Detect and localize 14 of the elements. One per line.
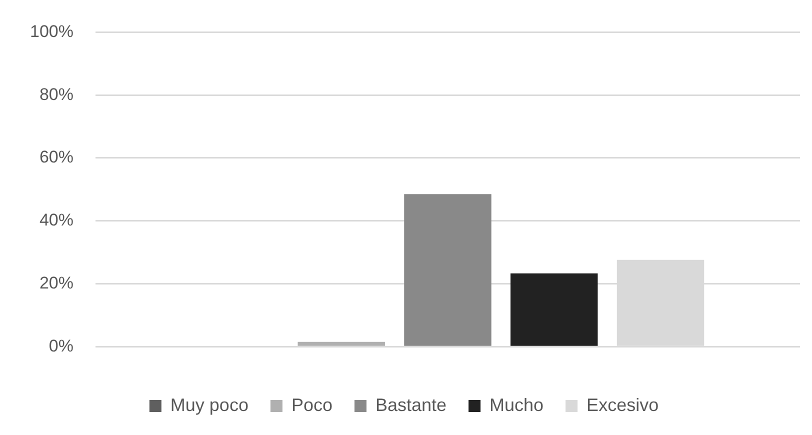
y-tick-label: 0%	[48, 336, 74, 356]
y-tick-label: 40%	[39, 210, 74, 230]
legend-label: Mucho	[490, 394, 544, 415]
bar	[298, 342, 385, 346]
legend-label: Bastante	[375, 394, 447, 415]
legend-label: Poco	[291, 394, 332, 415]
legend-label: Muy poco	[170, 394, 248, 415]
legend-label: Excesivo	[586, 394, 659, 415]
y-tick-label: 20%	[39, 273, 74, 292]
bar	[510, 273, 598, 346]
y-tick-label: 60%	[39, 148, 74, 167]
y-tick-label: 80%	[39, 84, 74, 104]
bar	[404, 194, 492, 346]
y-tick-label: 100%	[30, 22, 74, 41]
